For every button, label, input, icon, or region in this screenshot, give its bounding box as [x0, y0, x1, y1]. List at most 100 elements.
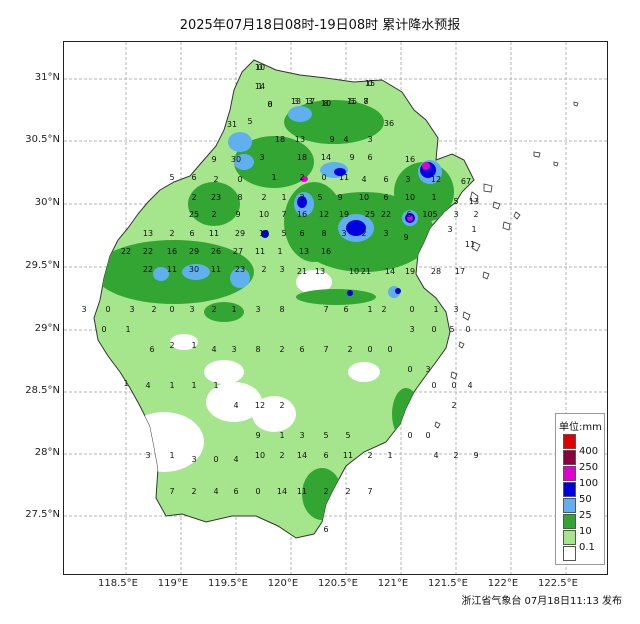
station-value: 2: [151, 305, 156, 314]
station-value: 8: [321, 229, 326, 238]
legend-swatch: [563, 482, 576, 497]
station-value: 3: [307, 97, 312, 106]
station-value: 22: [143, 265, 153, 274]
station-value: 0: [321, 173, 326, 182]
legend-swatch: [563, 546, 576, 561]
station-value: 0: [407, 365, 412, 374]
station-value: 29: [189, 247, 199, 256]
lon-label: 122.5°E: [538, 578, 578, 589]
station-value: 22: [143, 247, 153, 256]
station-value: 11: [255, 247, 265, 256]
station-value: 6: [299, 345, 304, 354]
station-value: 11: [465, 240, 475, 249]
station-value: 0: [431, 381, 436, 390]
station-value: 6: [367, 153, 372, 162]
station-value: 3: [255, 305, 260, 314]
station-value: 2: [451, 401, 456, 410]
station-value: 13: [315, 267, 325, 276]
station-value: 0: [257, 63, 262, 72]
station-value: 9: [473, 451, 478, 460]
station-value: 0: [425, 431, 430, 440]
station-value: 2: [453, 451, 458, 460]
station-value: 3: [425, 365, 430, 374]
station-value: 30: [231, 155, 241, 164]
station-value: 3: [191, 455, 196, 464]
station-value: 3: [299, 431, 304, 440]
station-value: 0: [367, 79, 372, 88]
station-value: 6: [191, 173, 196, 182]
station-value: 21: [297, 267, 307, 276]
legend-label: 100: [579, 478, 599, 489]
lat-label: 30.5°N: [25, 134, 60, 145]
station-value: 13: [143, 229, 153, 238]
station-value: 0: [105, 305, 110, 314]
rain-100-250-areas: [300, 162, 430, 221]
coastal-islands: [434, 101, 579, 429]
lat-label: 28.5°N: [25, 385, 60, 396]
station-value: 3: [293, 97, 298, 106]
station-value: 3: [299, 193, 304, 202]
rain-50-100-areas: [261, 162, 436, 296]
station-value: 19: [339, 210, 349, 219]
station-value: 11: [297, 487, 307, 496]
station-value: 14: [297, 451, 307, 460]
station-value: 8: [237, 193, 242, 202]
station-value: 7: [363, 97, 368, 106]
station-value: 9: [329, 135, 334, 144]
lon-label: 120°E: [267, 578, 299, 589]
lat-label: 28°N: [34, 447, 60, 458]
station-value: 4: [433, 451, 438, 460]
legend-title: 单位:mm: [559, 422, 602, 433]
legend: 单位:mm 400 250 100 50 25 10 0.1: [555, 413, 605, 565]
station-value: 30: [189, 265, 199, 274]
station-value: 6: [323, 451, 328, 460]
lat-label: 29.5°N: [25, 260, 60, 271]
station-value: 23: [211, 193, 221, 202]
station-value: 5: [317, 193, 322, 202]
station-value: 3: [81, 305, 86, 314]
station-value: 10: [259, 210, 269, 219]
station-value: 0: [237, 175, 242, 184]
station-value: 3: [405, 175, 410, 184]
station-value: 27: [233, 247, 243, 256]
station-value: 2: [211, 210, 216, 219]
station-value: 0: [431, 325, 436, 334]
station-value: 3: [367, 135, 372, 144]
station-value: 4: [233, 455, 238, 464]
station-value: 3: [447, 225, 452, 234]
station-value: 0: [407, 431, 412, 440]
station-value: 2: [323, 487, 328, 496]
station-value: 10: [359, 193, 369, 202]
station-value: 11: [339, 173, 349, 182]
station-value: 5: [349, 97, 354, 106]
station-value: 16: [405, 155, 415, 164]
station-value: 18: [297, 153, 307, 162]
station-value: 2: [279, 401, 284, 410]
station-value: 4: [467, 381, 472, 390]
legend-label: 0.1: [579, 542, 595, 553]
station-value: 1: [279, 431, 284, 440]
station-value: 22: [381, 210, 391, 219]
station-value: 0: [169, 305, 174, 314]
station-value: 2: [191, 193, 196, 202]
lon-label: 122°E: [487, 578, 519, 589]
station-value: 6: [189, 229, 194, 238]
legend-label: 250: [579, 462, 599, 473]
station-value: 5: [323, 431, 328, 440]
station-value: 6: [323, 525, 328, 534]
lon-label: 121°E: [377, 578, 409, 589]
station-value: 4: [233, 401, 238, 410]
station-value: 10: [321, 99, 331, 108]
station-value: 9: [337, 193, 342, 202]
legend-swatch: [563, 450, 576, 465]
station-value: 1: [367, 305, 372, 314]
station-value: 7: [323, 345, 328, 354]
legend-label: 10: [579, 526, 592, 537]
station-value: 1: [271, 173, 276, 182]
station-value: 13: [469, 197, 479, 206]
station-value: 1: [123, 379, 128, 388]
station-value: 3: [129, 305, 134, 314]
station-value: 9: [255, 431, 260, 440]
station-value: 8: [255, 345, 260, 354]
station-value: 2: [261, 193, 266, 202]
